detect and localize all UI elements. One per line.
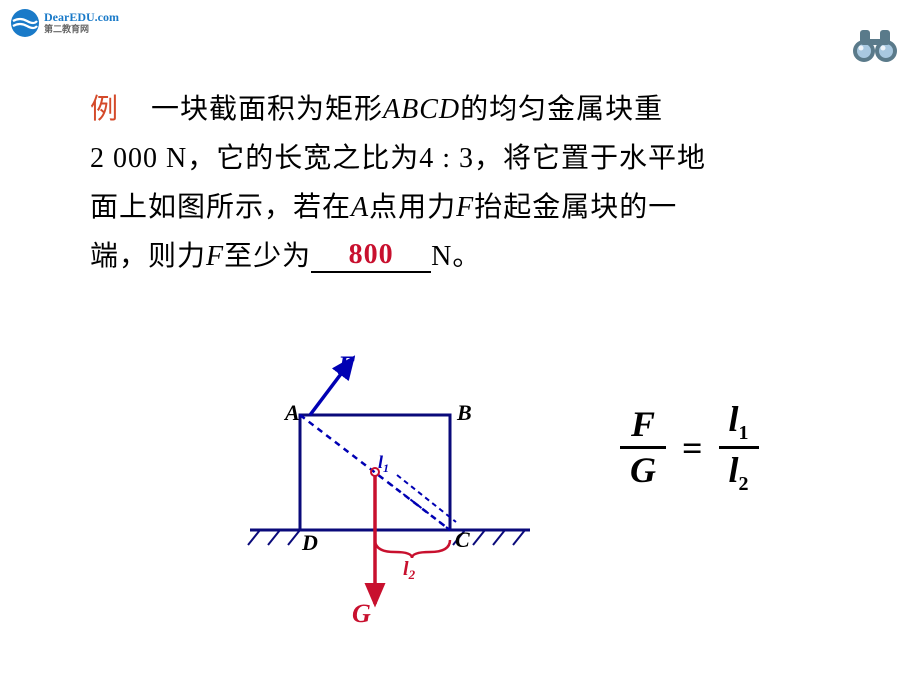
logo: DearEDU.com 第二教育网 [10, 8, 119, 38]
t4b: 至少为 [224, 241, 311, 272]
frac-FG: F G [620, 405, 666, 491]
t1a: 一块截面积为矩形 [151, 94, 383, 125]
t3b: 点用力 [369, 192, 456, 223]
binoculars-icon [850, 25, 900, 65]
label-l2: l2 [403, 558, 416, 582]
logo-brand: DearEDU.com [44, 10, 119, 24]
problem-text: 例 一块截面积为矩形ABCD的均匀金属块重 2 000 N，它的长宽之比为4 :… [90, 85, 850, 281]
answer-value: 800 [349, 239, 394, 270]
t1b: 的均匀金属块重 [460, 94, 663, 125]
t3a: 面上如图所示，若在 [90, 192, 351, 223]
label-B: B [456, 400, 472, 425]
t4a: 端，则力 [90, 241, 206, 272]
eq-l2: l2 [719, 446, 759, 495]
t4c: N。 [431, 241, 481, 272]
label-l1: l1 [378, 452, 389, 475]
answer-blank: 800 [311, 240, 431, 273]
eq-equals: = [682, 427, 703, 469]
pF2: F [206, 241, 224, 272]
equation: F G = l1 l2 [620, 400, 759, 495]
eq-l1: l1 [719, 400, 759, 446]
label-G: G [352, 599, 371, 628]
pA: A [351, 192, 369, 223]
logo-waves-icon [10, 8, 40, 38]
logo-sub: 第二教育网 [44, 25, 119, 35]
example-label: 例 [90, 94, 119, 125]
physics-diagram: A B C D F G l1 l2 [240, 340, 540, 640]
frac-l: l1 l2 [719, 400, 759, 495]
label-D: D [301, 530, 318, 555]
pF1: F [456, 192, 474, 223]
eq-F: F [621, 405, 665, 447]
label-A: A [283, 400, 300, 425]
label-C: C [455, 527, 470, 552]
t2a: 2 000 N，它的长宽之比为4 : 3，将它置于水平地 [90, 143, 706, 174]
eq-G: G [620, 446, 666, 491]
logo-text: DearEDU.com 第二教育网 [44, 11, 119, 34]
abcd: ABCD [383, 94, 460, 125]
label-F: F [337, 351, 355, 380]
t3c: 抬起金属块的一 [474, 192, 677, 223]
